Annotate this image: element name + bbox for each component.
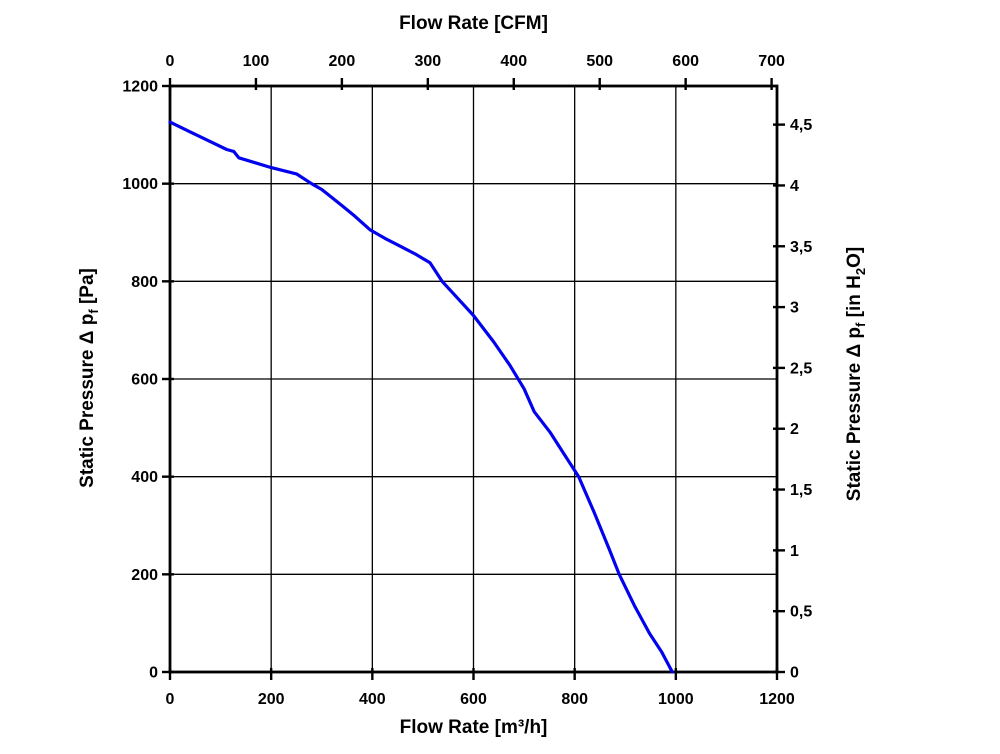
x-top-tick-label: 400 (500, 53, 527, 70)
x-top-tick-label: 500 (586, 53, 613, 70)
y-right-tick-label: 2,5 (790, 360, 812, 377)
x-bottom-tick-label: 1200 (759, 691, 795, 708)
x-top-tick-label: 600 (672, 53, 699, 70)
y-right-tick-label: 3,5 (790, 239, 812, 256)
x-bottom-tick-label: 800 (561, 691, 588, 708)
y-right-tick-label: 4 (790, 178, 799, 195)
y-right-tick-label: 3 (790, 300, 799, 317)
y-right-tick-label: 0,5 (790, 604, 812, 621)
y-right-tick-label: 1,5 (790, 482, 812, 499)
x-bottom-tick-label: 400 (359, 691, 386, 708)
y-left-tick-label: 200 (131, 567, 158, 584)
y-right-tick-label: 1 (790, 543, 799, 560)
y-right-tick-label: 4,5 (790, 117, 812, 134)
y-right-tick-label: 0 (790, 665, 799, 682)
x-bottom-tick-label: 0 (166, 691, 175, 708)
y-left-tick-label: 600 (131, 372, 158, 389)
axis-label-right: Static Pressure Δ pf [in H2O] (844, 246, 868, 502)
chart-title-top: Flow Rate [CFM] (399, 13, 548, 34)
y-left-tick-label: 800 (131, 274, 158, 291)
x-top-tick-label: 300 (414, 53, 441, 70)
x-bottom-tick-label: 200 (258, 691, 285, 708)
axis-label-left: Static Pressure Δ pf [Pa] (77, 268, 101, 488)
x-top-tick-label: 200 (329, 53, 356, 70)
y-left-tick-label: 1000 (122, 176, 158, 193)
x-top-tick-label: 0 (166, 53, 175, 70)
x-bottom-tick-label: 600 (460, 691, 487, 708)
x-top-tick-label: 700 (758, 53, 785, 70)
x-top-tick-label: 100 (243, 53, 270, 70)
y-left-tick-label: 1200 (122, 79, 158, 96)
y-left-tick-label: 0 (149, 665, 158, 682)
y-left-tick-label: 400 (131, 469, 158, 486)
static-pressure-vs-flow (168, 120, 674, 674)
x-bottom-tick-label: 1000 (658, 691, 694, 708)
axis-label-bottom: Flow Rate [m³/h] (399, 717, 548, 738)
y-right-tick-label: 2 (790, 421, 799, 438)
